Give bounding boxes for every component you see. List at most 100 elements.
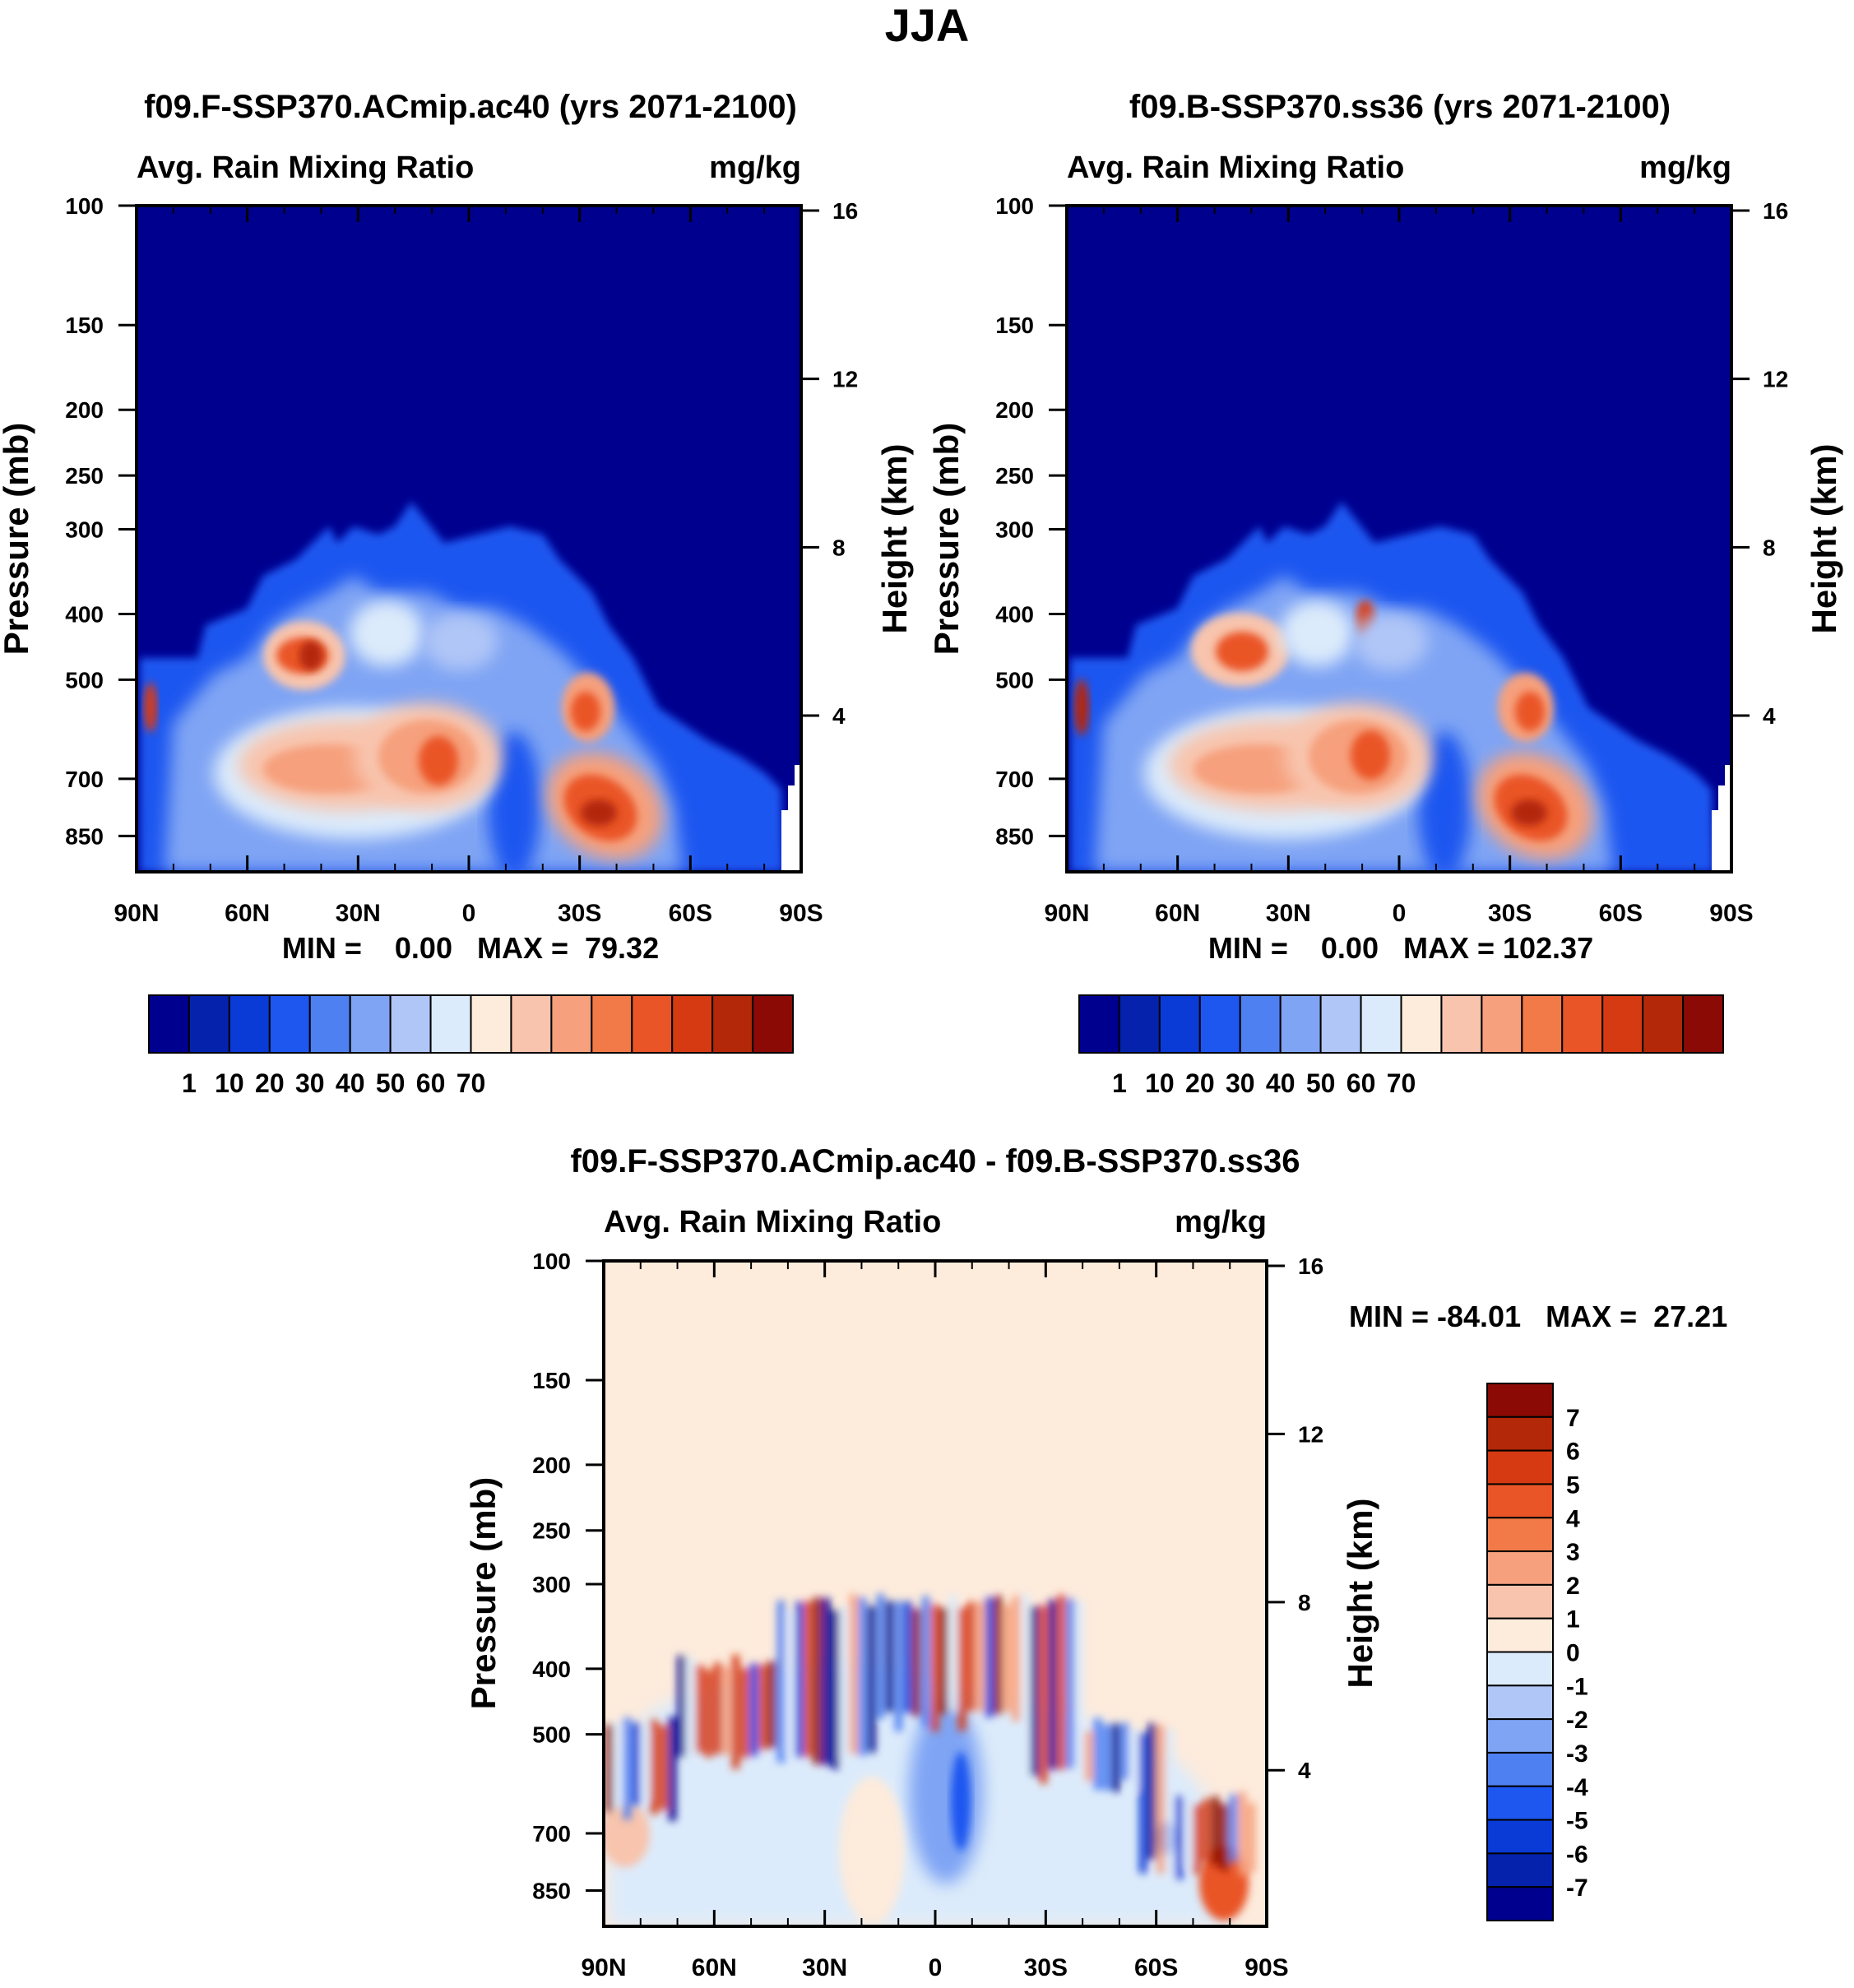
- panel-c-lower-pos-1: [839, 1777, 905, 1925]
- dipole-stripe: [877, 1593, 884, 1719]
- y-tick-label: 100: [995, 193, 1034, 219]
- y-tick-label: 850: [65, 823, 104, 849]
- colorbar-box: [1486, 1383, 1554, 1418]
- dipole-stripe: [1067, 1598, 1074, 1769]
- x-tick-label: 30N: [802, 1954, 847, 1981]
- dipole-stripe: [1049, 1599, 1056, 1770]
- colorbar-box: [1440, 994, 1483, 1054]
- panel-b-missing-data: [1712, 765, 1731, 872]
- panel-b-variable: Avg. Rain Mixing Ratio: [1067, 151, 1404, 185]
- dipole-stripe: [985, 1597, 993, 1717]
- y-tick-label: 150: [65, 313, 104, 338]
- x-tick-label: 60S: [1599, 900, 1643, 927]
- x-tick-label: 90S: [1244, 1954, 1288, 1981]
- panel-b-equator-min: [1418, 732, 1471, 872]
- dipole-stripe: [714, 1662, 721, 1754]
- colorbar-label: 5: [1566, 1471, 1580, 1499]
- x-tick-label: 60S: [1134, 1954, 1178, 1981]
- panel-a-units: mg/kg: [709, 151, 801, 185]
- x-tick-label: 90N: [114, 900, 159, 927]
- panel-a-s-lower-core: [581, 799, 617, 826]
- colorbar-label: -6: [1566, 1841, 1588, 1868]
- dipole-stripe: [1175, 1795, 1183, 1879]
- x-tick-label: 90S: [1709, 900, 1753, 927]
- colorbar-box: [1118, 994, 1161, 1054]
- y-tick-label: 500: [532, 1722, 571, 1748]
- colorbar-box: [1486, 1449, 1554, 1485]
- colorbar-box: [1486, 1751, 1554, 1787]
- colorbar-label: 50: [376, 1068, 406, 1098]
- y-right-tick-label: 12: [1763, 367, 1788, 392]
- panel-b-s-upper-core: [1515, 692, 1545, 731]
- colorbar-box: [1078, 994, 1120, 1054]
- dipole-stripe: [868, 1606, 875, 1753]
- dipole-stripe: [967, 1601, 975, 1712]
- y-tick-label: 250: [532, 1518, 571, 1544]
- panel-a-field: [137, 206, 801, 872]
- colorbar-box: [308, 994, 351, 1054]
- panel-b-s-lower-core: [1511, 799, 1547, 826]
- colorbar-box: [1521, 994, 1564, 1054]
- y-tick-label: 300: [995, 517, 1034, 542]
- dipole-stripe: [958, 1607, 966, 1731]
- panel-a-mid-patch-2: [424, 613, 498, 670]
- colorbar-box: [671, 994, 714, 1054]
- dipole-stripe: [1184, 1788, 1192, 1867]
- dipole-stripe: [1094, 1717, 1101, 1791]
- dipole-stripe: [642, 1726, 649, 1800]
- panel-c-variable: Avg. Rain Mixing Ratio: [604, 1205, 941, 1240]
- panel-c-colorbar: 7 6 5 4 3 2 1 0 -1 -2 -3 -4 -5 -6 -7: [1486, 1383, 1588, 1921]
- y-right-tick-label: 12: [832, 367, 858, 392]
- panel-b-n-upper-core: [1216, 632, 1268, 671]
- panel-a-title: f09.F-SSP370.ACmip.ac40 (yrs 2071-2100): [144, 89, 797, 125]
- panel-c-lower-pos-2: [604, 1801, 650, 1867]
- colorbar-label: 30: [295, 1068, 325, 1098]
- dipole-stripe: [633, 1722, 640, 1805]
- dipole-stripe: [651, 1720, 658, 1814]
- dipole-stripe: [1203, 1799, 1210, 1862]
- y-tick-label: 500: [65, 667, 104, 693]
- panel-b-axes: 90N 60N 30N 0 30S 60S 90S 100 150 200 250 300 400 500…: [995, 193, 1788, 927]
- panel-c-stats: MIN = -84.01 MAX = 27.21: [1349, 1300, 1727, 1333]
- colorbar-box: [389, 994, 432, 1054]
- x-tick-label: 30N: [336, 900, 381, 927]
- dipole-stripe: [823, 1598, 830, 1765]
- colorbar-box: [1279, 994, 1322, 1054]
- y-tick-label: 400: [995, 601, 1034, 627]
- dipole-stripe: [1139, 1732, 1147, 1874]
- colorbar-box: [228, 994, 271, 1054]
- colorbar-box: [1481, 994, 1523, 1054]
- colorbar-box: [510, 994, 553, 1054]
- colorbar-box: [1400, 994, 1443, 1054]
- y-right-tick-label: 12: [1298, 1421, 1323, 1447]
- colorbar-box: [1486, 1684, 1554, 1721]
- figure-title: JJA: [885, 0, 970, 51]
- y-tick-label: 700: [532, 1821, 571, 1847]
- colorbar-label: 1: [1566, 1606, 1580, 1633]
- dipole-stripe: [777, 1600, 785, 1763]
- colorbar-label: 4: [1566, 1505, 1580, 1532]
- dipole-stripe: [1230, 1794, 1237, 1862]
- dipole-stripe: [1013, 1595, 1020, 1722]
- y-tick-label: 400: [532, 1657, 571, 1682]
- colorbar-box: [1561, 994, 1604, 1054]
- panel-b-arctic-cell: [1074, 679, 1089, 735]
- colorbar-box: [268, 994, 311, 1054]
- dipole-stripe: [804, 1601, 812, 1757]
- colorbar-label: -4: [1566, 1774, 1588, 1801]
- panel-b-title: f09.B-SSP370.ss36 (yrs 2071-2100): [1129, 89, 1671, 125]
- colorbar-label: 70: [1387, 1068, 1416, 1098]
- y-tick-label: 500: [995, 667, 1034, 693]
- dipole-stripe: [841, 1606, 848, 1762]
- x-tick-label: 60N: [1155, 900, 1200, 927]
- y-tick-label: 150: [995, 313, 1034, 338]
- colorbar-box: [1601, 994, 1644, 1054]
- colorbar-label: 40: [336, 1068, 365, 1098]
- colorbar-box: [1360, 994, 1402, 1054]
- panel-c-field: [604, 1261, 1267, 1926]
- panel-c-units: mg/kg: [1175, 1205, 1267, 1240]
- colorbar-box: [1486, 1416, 1554, 1452]
- colorbar-box: [429, 994, 472, 1054]
- dipole-stripe: [614, 1720, 622, 1809]
- panel-a: f09.F-SSP370.ACmip.ac40 (yrs 2071-2100) …: [0, 89, 914, 1098]
